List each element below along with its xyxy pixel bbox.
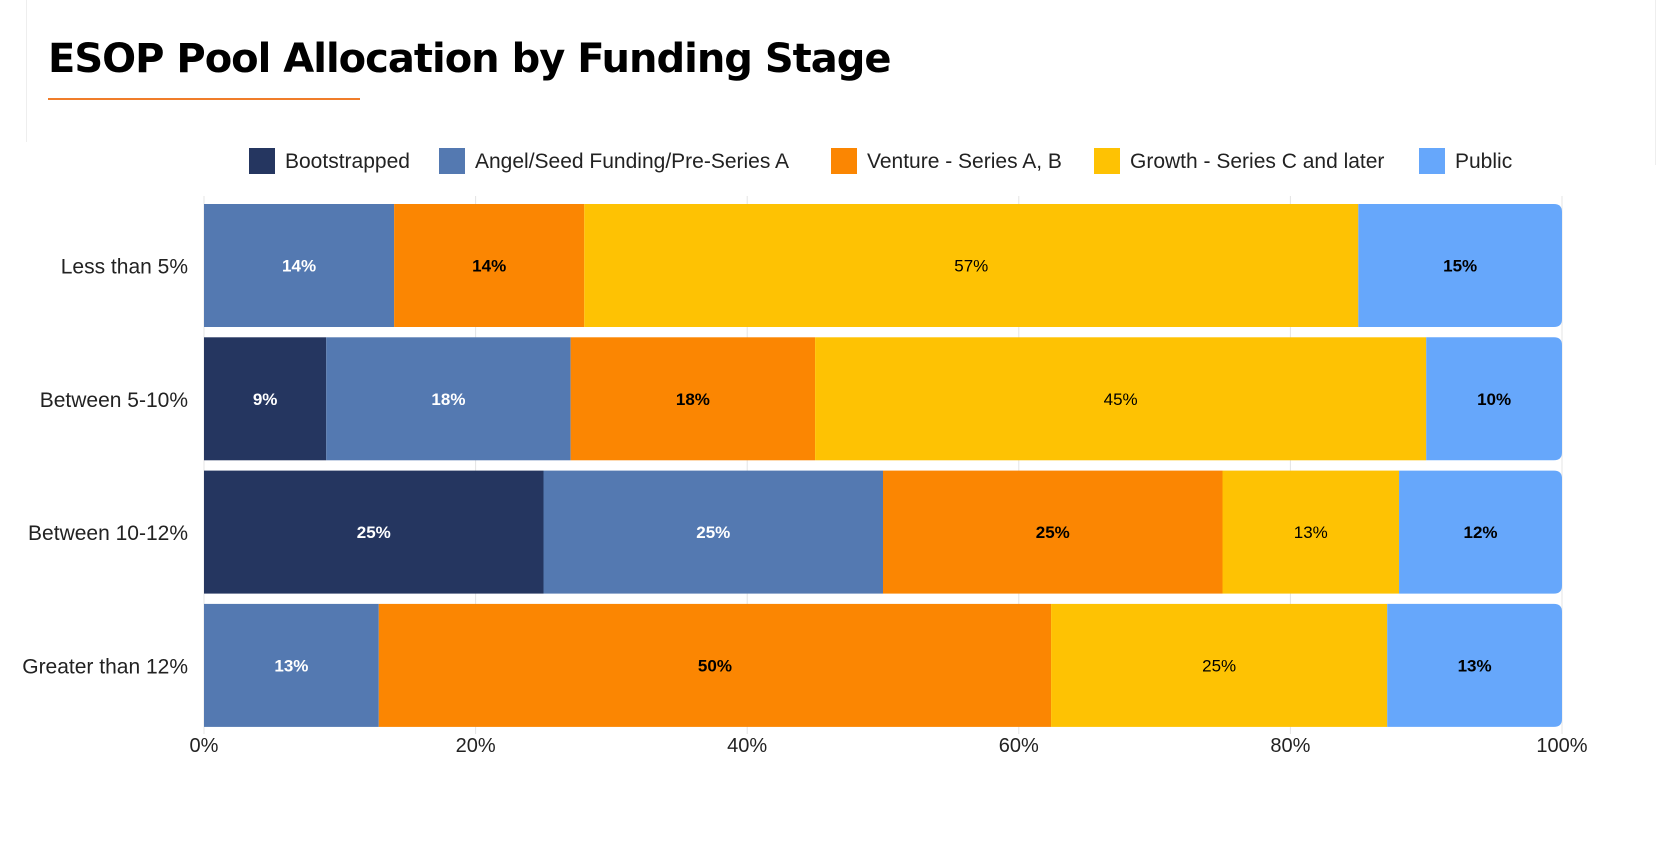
data-label: 25% <box>357 523 391 542</box>
bar-segment <box>883 470 1223 594</box>
legend-label: Angel/Seed Funding/Pre-Series A <box>475 150 789 173</box>
x-tick-label: 80% <box>1270 735 1310 757</box>
legend-swatch <box>1419 148 1445 174</box>
category-label: Less than 5% <box>61 256 188 279</box>
x-tick-label: 0% <box>190 735 219 757</box>
data-label: 25% <box>696 523 730 542</box>
legend-swatch <box>1094 148 1120 174</box>
data-label: 9% <box>253 390 278 409</box>
legend-label: Public <box>1455 150 1512 173</box>
bar-segment <box>378 603 1052 727</box>
data-label: 13% <box>1458 656 1492 675</box>
legend-swatch <box>249 148 275 174</box>
bar-segment <box>394 204 585 327</box>
bar-segment <box>204 337 327 461</box>
data-label: 18% <box>676 390 710 409</box>
x-tick-label: 20% <box>456 735 496 757</box>
x-tick-label: 40% <box>727 735 767 757</box>
title-underline <box>48 98 360 100</box>
bar-segment <box>1051 603 1388 727</box>
category-label: Between 5-10% <box>40 389 188 412</box>
bar-segment <box>1222 470 1400 594</box>
bar-segment <box>1426 337 1562 461</box>
data-label: 14% <box>282 257 316 276</box>
data-label: 12% <box>1464 523 1498 542</box>
bar-segment <box>815 337 1427 461</box>
data-label: 10% <box>1477 390 1511 409</box>
x-tick-label: 100% <box>1536 735 1587 757</box>
category-label: Between 10-12% <box>28 522 188 545</box>
legend-swatch <box>831 148 857 174</box>
data-label: 13% <box>274 656 308 675</box>
bar-segment <box>570 337 816 461</box>
legend-label: Bootstrapped <box>285 150 410 173</box>
bar-segment <box>1399 470 1562 594</box>
category-label: Greater than 12% <box>22 655 188 678</box>
data-label: 50% <box>698 656 732 675</box>
bar-segment <box>204 204 395 327</box>
bar-segment <box>584 204 1359 327</box>
chart-title: ESOP Pool Allocation by Funding Stage <box>48 36 892 82</box>
data-label: 25% <box>1202 656 1236 675</box>
data-label: 18% <box>431 390 465 409</box>
data-label: 15% <box>1443 257 1477 276</box>
legend-label: Venture - Series A, B <box>867 150 1062 173</box>
data-label: 13% <box>1294 523 1328 542</box>
legend-label: Growth - Series C and later <box>1130 150 1384 173</box>
data-label: 25% <box>1036 523 1070 542</box>
x-tick-label: 60% <box>999 735 1039 757</box>
frame-border-left <box>26 0 27 142</box>
data-label: 57% <box>954 257 988 276</box>
frame-border-right <box>1655 0 1656 165</box>
bar-segment <box>204 603 379 727</box>
data-label: 45% <box>1104 390 1138 409</box>
legend-swatch <box>439 148 465 174</box>
data-label: 14% <box>472 257 506 276</box>
bar-segment <box>204 470 544 594</box>
bar-segment <box>543 470 883 594</box>
bar-segment <box>326 337 571 461</box>
bar-segment <box>1387 603 1562 727</box>
bar-segment <box>1358 204 1562 327</box>
